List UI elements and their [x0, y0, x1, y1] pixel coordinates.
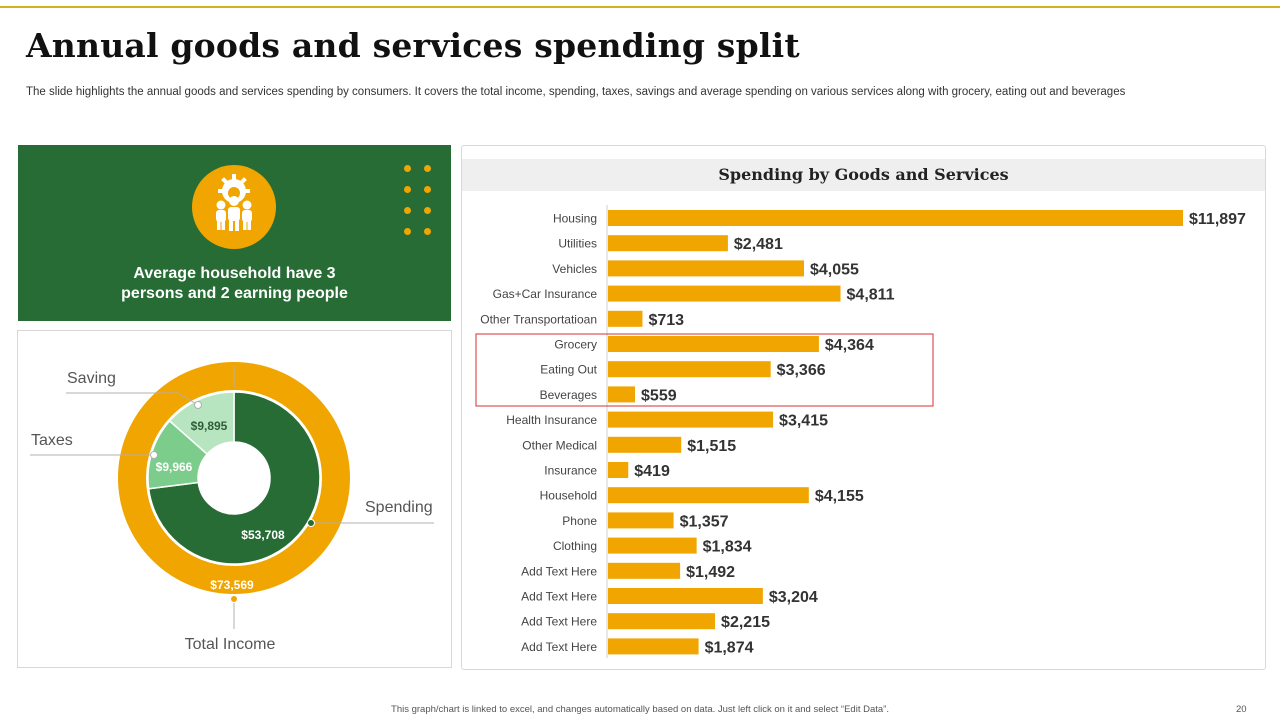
footer-note: This graph/chart is linked to excel, and…	[391, 704, 889, 715]
bar-category-phone-12: Phone	[562, 514, 597, 528]
bar-category-housing-0: Housing	[553, 212, 597, 226]
spending-bar-chart: Housing $11,897 Utilities $2,481 Vehicles $4,…	[475, 205, 1246, 658]
bar-value-insurance-10: $419	[634, 463, 670, 480]
household-text-line2: persons and 2 earning people	[121, 285, 348, 302]
bar-category-other-medical-9: Other Medical	[522, 438, 597, 452]
marker-spending	[307, 519, 315, 527]
bar-gas-car-insurance-3	[608, 285, 841, 302]
value-taxes: $9,966	[156, 460, 193, 474]
bar-add-text-here-15	[608, 588, 763, 604]
value-total-income: $73,569	[210, 578, 254, 592]
donut-slice-saving	[168, 391, 235, 456]
bar-value-add-text-here-14: $1,492	[686, 564, 735, 581]
label-total-income: Total Income	[185, 636, 276, 653]
bar-category-utilities-1: Utilities	[558, 237, 597, 251]
value-saving: $9,895	[191, 419, 228, 433]
bar-category-grocery-5: Grocery	[554, 338, 597, 352]
label-saving: Saving	[67, 370, 116, 387]
bar-value-grocery-5: $4,364	[825, 337, 874, 354]
bar-category-add-text-here-16: Add Text Here	[521, 615, 597, 629]
bar-category-clothing-13: Clothing	[553, 539, 597, 553]
bar-insurance-10	[608, 462, 629, 478]
bar-value-clothing-13: $1,834	[703, 539, 752, 556]
chart-header: Spending by Goods and Services	[462, 159, 1265, 191]
bar-other-medical-9	[608, 436, 682, 453]
bar-value-phone-12: $1,357	[680, 513, 729, 530]
marker-taxes	[150, 451, 158, 459]
decorative-dots	[404, 165, 436, 237]
highlight-box	[475, 333, 934, 407]
household-summary-text: Average household have 3 persons and 2 e…	[18, 264, 451, 304]
team-gear-icon	[192, 165, 276, 249]
bar-category-eating-out-6: Eating Out	[540, 363, 597, 377]
bar-category-add-text-here-15: Add Text Here	[521, 590, 597, 604]
bar-add-text-here-16	[608, 613, 716, 630]
household-text-line1: Average household have 3	[133, 265, 336, 282]
bar-value-health-insurance-8: $3,415	[779, 413, 828, 430]
bar-category-add-text-here-17: Add Text Here	[521, 640, 597, 654]
bar-value-add-text-here-16: $2,215	[721, 614, 770, 631]
bar-household-11	[608, 487, 809, 504]
bar-value-household-11: $4,155	[815, 488, 864, 505]
income-donut-chart: Saving Taxes Spending Total Income $9,89…	[30, 362, 434, 653]
bar-value-eating-out-6: $3,366	[777, 362, 826, 379]
bar-category-add-text-here-14: Add Text Here	[521, 564, 597, 578]
bar-value-other-transportatioan-4: $713	[648, 312, 684, 329]
marker-total-income	[230, 595, 238, 603]
bar-eating-out-6	[608, 361, 771, 378]
bar-value-beverages-7: $559	[641, 387, 677, 404]
label-spending: Spending	[365, 499, 433, 516]
bar-phone-12	[608, 512, 674, 529]
bar-value-utilities-1: $2,481	[734, 236, 783, 253]
bar-value-housing-0: $11,897	[1189, 211, 1246, 228]
top-accent-rule	[0, 6, 1280, 8]
bar-add-text-here-14	[608, 562, 681, 579]
bar-category-gas-car-insurance-3: Gas+Car Insurance	[493, 287, 598, 301]
bar-beverages-7	[608, 386, 636, 403]
bar-value-add-text-here-15: $3,204	[769, 589, 818, 606]
bar-vehicles-2	[608, 260, 804, 277]
marker-saving	[194, 401, 202, 409]
bar-value-add-text-here-17: $1,874	[705, 639, 754, 656]
spending-bar-panel: Spending by Goods and Services Housing $1…	[461, 145, 1266, 670]
page-subtitle: The slide highlights the annual goods an…	[26, 86, 1126, 98]
bar-utilities-1	[608, 235, 728, 252]
bar-grocery-5	[608, 336, 819, 352]
bar-value-other-medical-9: $1,515	[687, 438, 736, 455]
page-number: 20	[1236, 704, 1247, 715]
bar-category-beverages-7: Beverages	[540, 388, 597, 402]
leader-saving	[66, 392, 199, 406]
bar-value-vehicles-2: $4,055	[810, 261, 859, 278]
bar-category-household-11: Household	[540, 489, 597, 503]
page-title: Annual goods and services spending split	[26, 26, 800, 65]
income-donut-panel: Saving Taxes Spending Total Income $9,89…	[17, 330, 452, 668]
donut-slice-spending	[147, 391, 321, 565]
bar-value-gas-car-insurance-3: $4,811	[847, 287, 895, 304]
bar-category-vehicles-2: Vehicles	[552, 262, 597, 276]
bar-add-text-here-17	[608, 638, 699, 655]
bar-category-other-transportatioan-4: Other Transportatioan	[480, 312, 597, 326]
bar-category-health-insurance-8: Health Insurance	[506, 413, 597, 427]
bar-housing-0	[608, 210, 1183, 226]
chart-title: Spending by Goods and Services	[718, 165, 1009, 184]
bar-health-insurance-8	[608, 411, 774, 428]
bar-other-transportatioan-4	[608, 310, 643, 327]
label-taxes: Taxes	[31, 432, 73, 449]
value-spending: $53,708	[241, 528, 285, 542]
bar-category-insurance-10: Insurance	[544, 464, 597, 478]
bar-clothing-13	[608, 537, 697, 554]
household-info-card: Average household have 3 persons and 2 e…	[18, 145, 451, 321]
